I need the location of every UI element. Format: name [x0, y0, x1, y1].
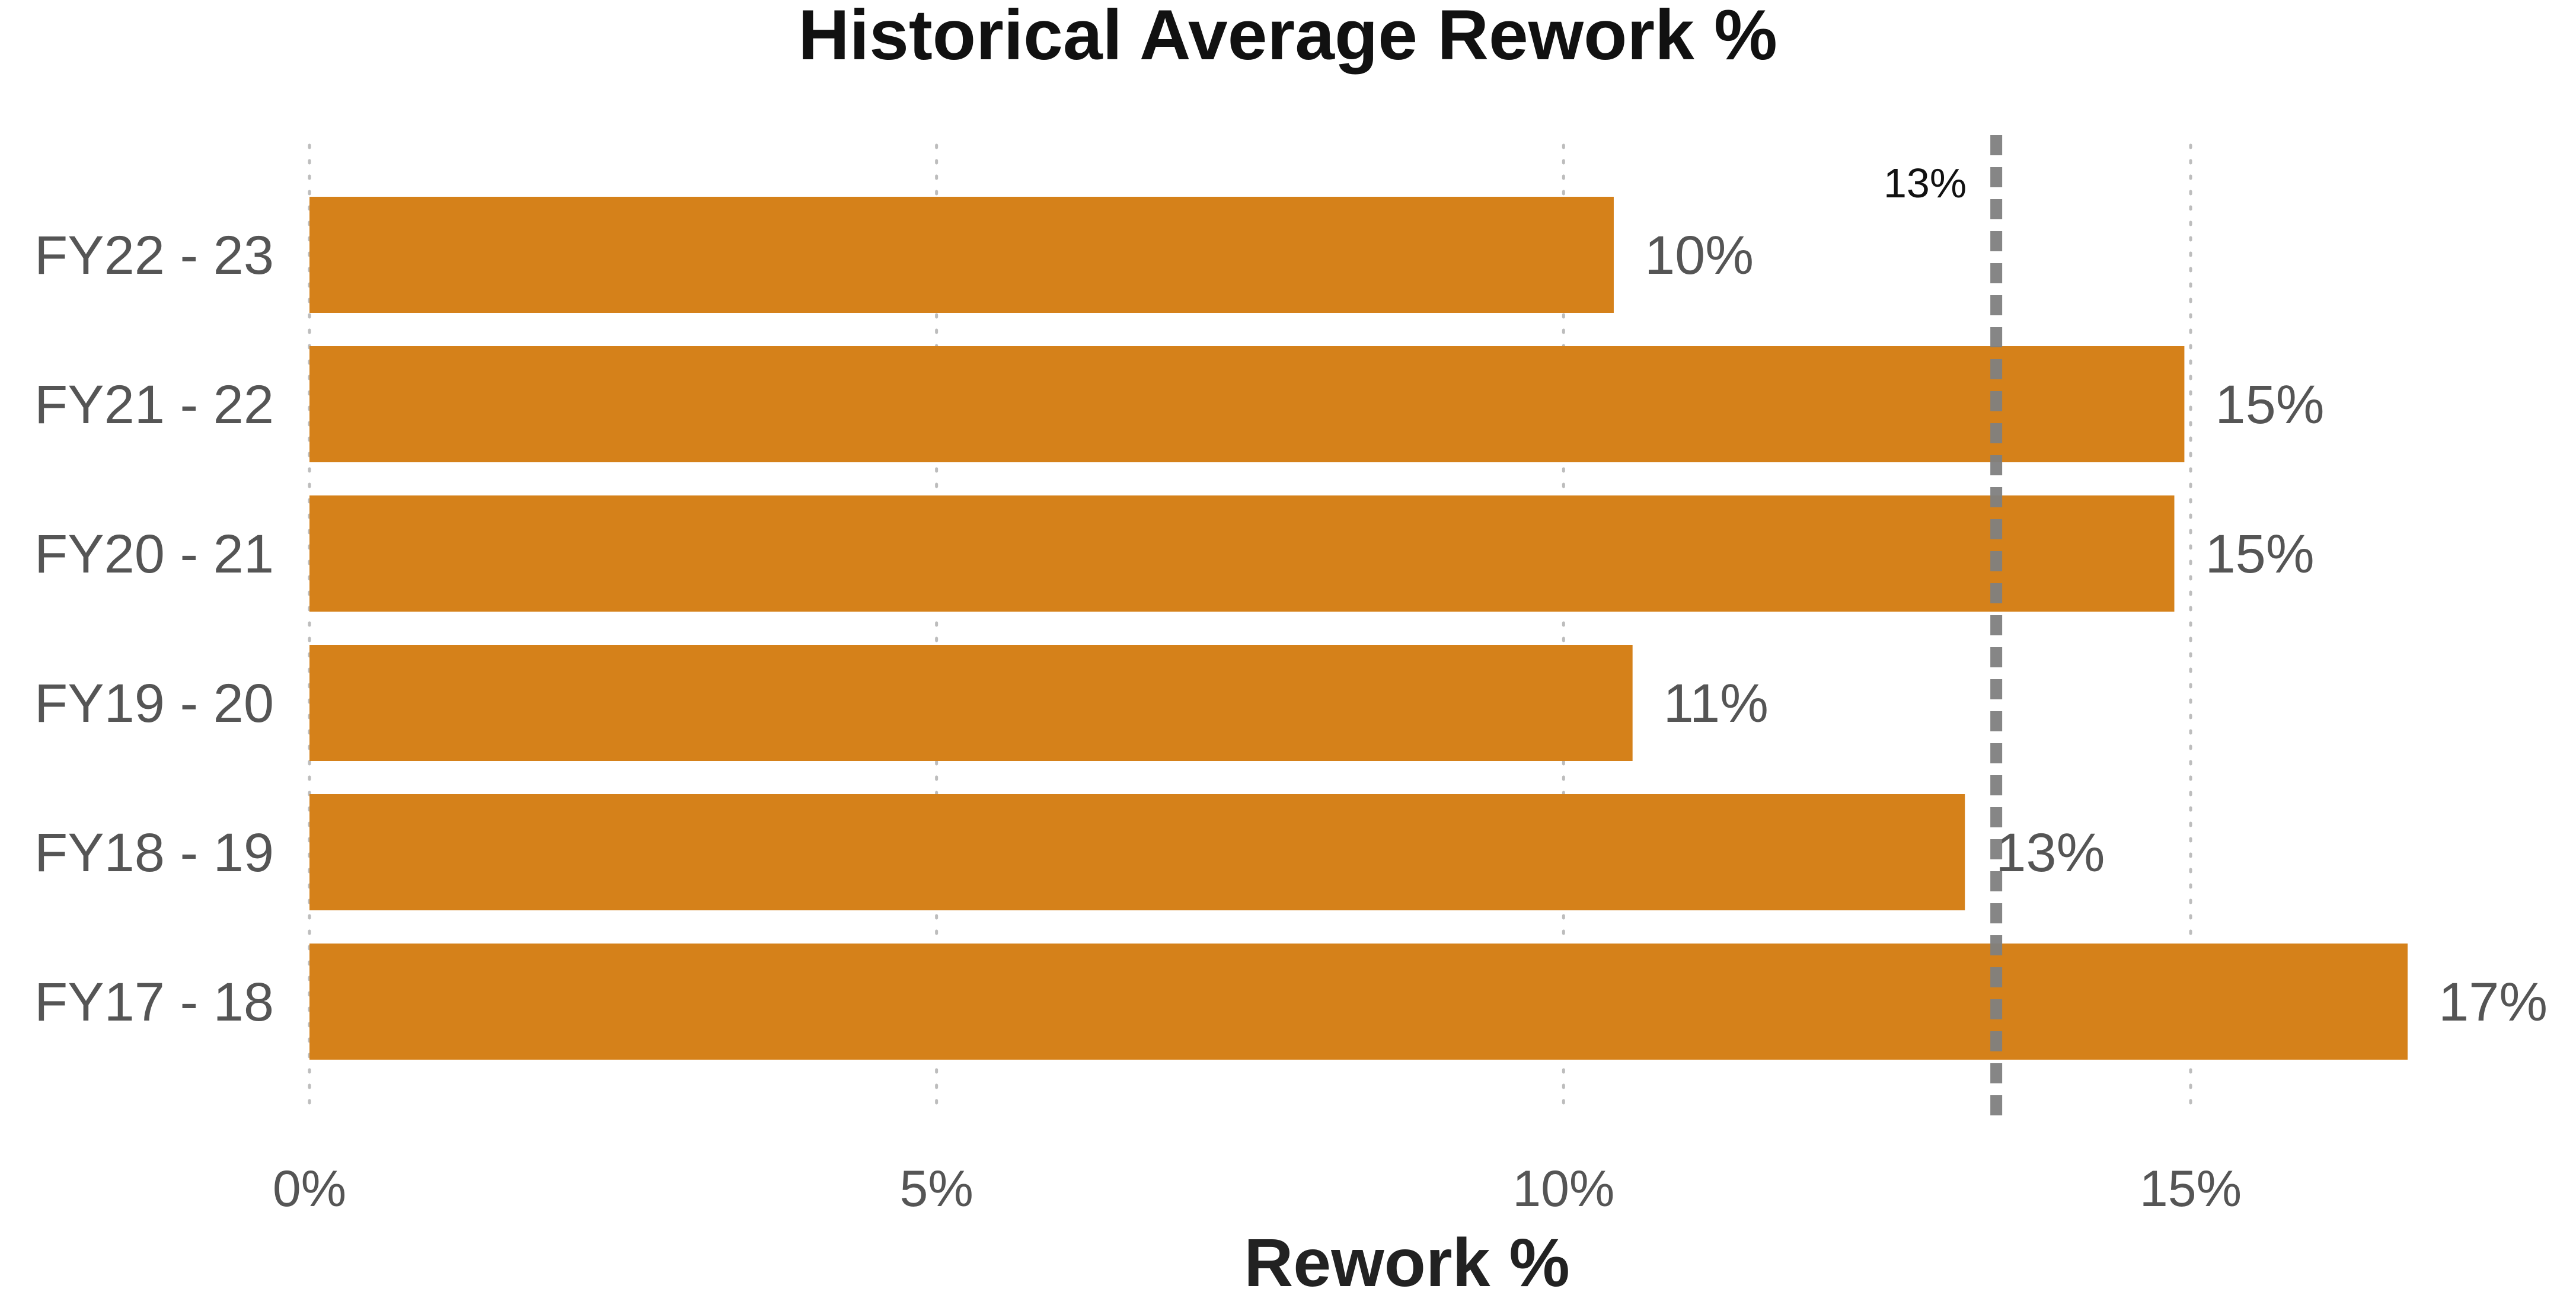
x-tick-label: 15%	[2140, 1160, 2242, 1217]
bar	[309, 794, 1965, 910]
bar	[309, 944, 2408, 1060]
data-labels: 10% 15% 15% 11% 13% 17%	[1645, 225, 2548, 1032]
reference-line-group: 13%	[1884, 135, 2003, 1126]
reference-line-label: 13%	[1884, 160, 1967, 206]
bar	[309, 495, 2175, 612]
data-label: 11%	[1664, 673, 1769, 734]
data-label: 13%	[1996, 823, 2105, 883]
data-label: 15%	[2215, 375, 2324, 435]
x-axis-label: Rework %	[1244, 1225, 1570, 1301]
x-tick-label: 0%	[273, 1160, 346, 1217]
category-label: FY22 - 23	[34, 225, 274, 286]
x-tick-label: 10%	[1512, 1160, 1614, 1217]
bar	[309, 645, 1633, 761]
bar	[309, 346, 2185, 462]
category-label: FY18 - 19	[34, 823, 274, 883]
category-label: FY20 - 21	[34, 524, 274, 584]
x-tick-labels: 0% 5% 10% 15%	[273, 1160, 2242, 1217]
x-tick-label: 5%	[900, 1160, 973, 1217]
category-label: FY17 - 18	[34, 972, 274, 1032]
category-label: FY19 - 20	[34, 673, 274, 734]
bars	[309, 197, 2408, 1060]
bar	[309, 197, 1614, 313]
data-label: 10%	[1645, 225, 1754, 286]
data-label: 17%	[2438, 972, 2548, 1032]
category-label: FY21 - 22	[34, 375, 274, 435]
data-label: 15%	[2205, 524, 2315, 584]
chart-title: Historical Average Rework %	[798, 0, 1777, 75]
category-labels: FY22 - 23 FY21 - 22 FY20 - 21 FY19 - 20 FY18…	[34, 225, 274, 1032]
